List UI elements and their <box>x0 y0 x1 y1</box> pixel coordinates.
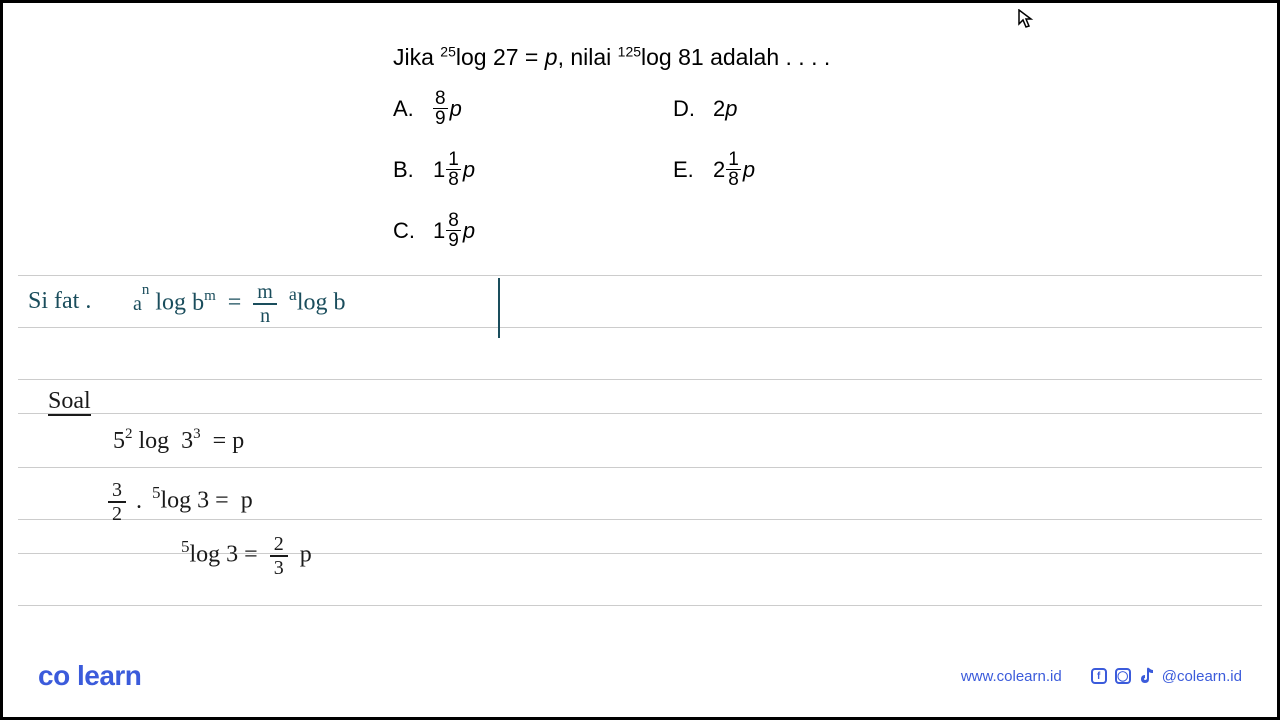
hw-vertical-bar <box>498 278 500 338</box>
option-e: E. 218p <box>673 150 933 189</box>
q-sup2: 125 <box>618 43 641 59</box>
opt-e-num: 1 <box>726 150 741 170</box>
opt-a-den: 9 <box>433 109 448 128</box>
opt-e-den: 8 <box>726 170 741 189</box>
hw-l2-n: 3 <box>108 481 126 503</box>
opt-d-label: D. <box>673 96 713 122</box>
hw-l2-base: 5 <box>152 483 161 502</box>
hw-l1-arg: 3 <box>181 428 193 454</box>
hw-l1-base: 5 <box>113 428 125 454</box>
q-mid3: log 81 adalah . . . . <box>641 44 830 70</box>
opt-b-label: B. <box>393 157 433 183</box>
opt-b-num: 1 <box>446 150 461 170</box>
hw-a2: a <box>289 284 297 304</box>
hw-m: m <box>204 288 216 304</box>
hw-l1-eq: = p <box>213 428 245 454</box>
hw-logb: log b <box>297 290 346 316</box>
question-text: Jika 25log 27 = p, nilai 125log 81 adala… <box>393 41 1217 73</box>
hw-line1: 52 log 33 = p <box>113 428 244 455</box>
opt-c-label: C. <box>393 218 433 244</box>
hw-sifat-formula: an log bm = mn alog b <box>133 283 346 325</box>
footer-url: www.colearn.id <box>961 668 1062 685</box>
q-mid2: , nilai <box>558 44 618 70</box>
opt-e-label: E. <box>673 157 713 183</box>
opt-c-suf: p <box>463 218 475 244</box>
q-sup1: 25 <box>440 43 456 59</box>
tiktok-icon <box>1138 667 1156 685</box>
hw-l2-dot: . <box>136 488 142 514</box>
option-d: D. 2p <box>673 89 933 128</box>
q-prefix: Jika <box>393 44 440 70</box>
hw-sifat-label: Si fat . <box>28 288 91 315</box>
hw-l2-p: p <box>241 488 253 514</box>
hw-l3-p: p <box>300 542 312 568</box>
option-a: A. 89p <box>393 89 673 128</box>
options-grid: A. 89p D. 2p B. 118p E. 218p C. 189p <box>393 89 1217 250</box>
question-block: Jika 25log 27 = p, nilai 125log 81 adala… <box>393 41 1217 250</box>
hw-l2-log: log 3 = <box>161 488 229 514</box>
hw-a: a <box>133 293 142 315</box>
hw-line2: 32 . 5log 3 = p <box>108 481 253 523</box>
cursor-icon <box>1018 9 1034 35</box>
opt-a-suf: p <box>450 96 462 122</box>
hw-l3-n: 2 <box>270 535 288 557</box>
hw-l1-log: log <box>139 428 170 454</box>
footer-right: www.colearn.id f ◯ @colearn.id <box>961 667 1242 685</box>
footer-handle: @colearn.id <box>1162 668 1242 685</box>
facebook-icon: f <box>1090 667 1108 685</box>
hw-log1: log <box>155 290 186 316</box>
opt-b-den: 8 <box>446 170 461 189</box>
opt-e-whole: 2 <box>713 157 725 183</box>
opt-c-num: 8 <box>446 211 461 231</box>
hw-l1-argexp: 3 <box>193 426 201 442</box>
hw-frac-m: m <box>253 283 277 305</box>
hw-l2-d: 2 <box>108 503 126 523</box>
hw-l3-log: log 3 = <box>190 542 258 568</box>
hw-l3-base: 5 <box>181 537 190 556</box>
opt-c-den: 9 <box>446 231 461 250</box>
opt-b-suf: p <box>463 157 475 183</box>
q-p: p <box>545 44 558 70</box>
brand-logo: co learn <box>38 660 141 692</box>
hw-soal: Soal <box>48 388 91 416</box>
hw-b: b <box>192 290 204 316</box>
opt-b-whole: 1 <box>433 157 445 183</box>
hw-eq1: = <box>228 290 242 316</box>
socials: f ◯ @colearn.id <box>1090 667 1242 685</box>
instagram-icon: ◯ <box>1114 667 1132 685</box>
hw-soal-label: Soal <box>48 388 91 415</box>
opt-a-label: A. <box>393 96 433 122</box>
option-b: B. 118p <box>393 150 673 189</box>
hw-n: n <box>142 282 150 298</box>
q-mid1: log 27 = <box>456 44 545 70</box>
hw-line3: 5log 3 = 23 p <box>181 535 312 577</box>
hw-l3-d: 3 <box>270 557 288 577</box>
opt-e-suf: p <box>743 157 755 183</box>
footer: co learn www.colearn.id f ◯ @colearn.id <box>38 660 1242 692</box>
hw-frac-n: n <box>256 305 274 325</box>
hw-l1-exp: 2 <box>125 426 133 442</box>
opt-c-whole: 1 <box>433 218 445 244</box>
opt-a-num: 8 <box>433 89 448 109</box>
option-c: C. 189p <box>393 211 673 250</box>
